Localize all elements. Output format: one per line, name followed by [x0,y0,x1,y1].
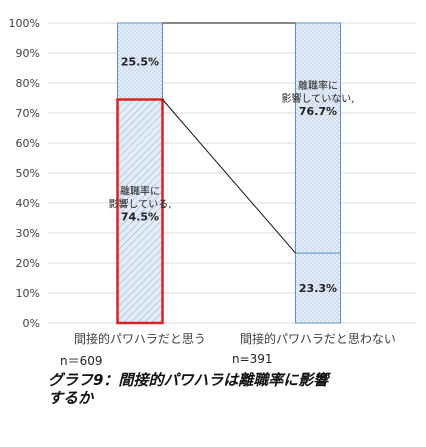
figure-caption-line1: グラフ9：間接的パワハラは離職率に影響 [48,371,329,389]
data-label: 25.5% [121,55,159,68]
n-right-label: n=391 [232,352,273,366]
data-label: 離職率に [298,79,338,92]
bar-lower-segment [116,98,164,325]
data-label: 74.5% [121,210,159,223]
grid [48,22,416,324]
connector-lines [162,22,296,254]
bars [116,22,341,325]
y-tick-label: 0% [23,317,40,330]
y-tick-label: 100% [9,17,40,30]
y-tick-label: 30% [16,227,40,240]
figure-caption-line2: するか [48,389,94,407]
y-tick-label: 40% [16,197,40,210]
y-tick-label: 60% [16,137,40,150]
x-tick-label: 間接的パワハラだと思わない [240,331,396,346]
data-labels: 離職率に影響している,74.5%25.5%23.3%離職率に影響していない,76… [109,55,355,295]
connector-line [162,99,296,254]
y-tick-label: 20% [16,257,40,270]
y-tick-label: 70% [16,107,40,120]
data-label: 23.3% [299,282,337,295]
y-axis: 0% 10% 20% 30% 40% 50% 60% 70% 80% 90% 100% [9,17,40,330]
data-label: 影響している, [109,197,172,210]
figure-caption: グラフ9：間接的パワハラは離職率に影響 するか [48,371,328,407]
data-label: 影響していない, [282,92,355,105]
y-tick-label: 50% [16,167,40,180]
data-label: 76.7% [299,105,337,118]
n-left-label: n＝609 [60,354,103,368]
bar-lower-segment [295,252,341,324]
y-tick-label: 80% [16,77,40,90]
y-tick-label: 90% [16,47,40,60]
data-label: 離職率に [120,184,160,197]
x-axis: 間接的パワハラだと思う 間接的パワハラだと思わない [74,331,396,346]
x-tick-label: 間接的パワハラだと思う [74,331,206,346]
y-tick-label: 10% [16,287,40,300]
bar-upper-segment [295,22,341,254]
